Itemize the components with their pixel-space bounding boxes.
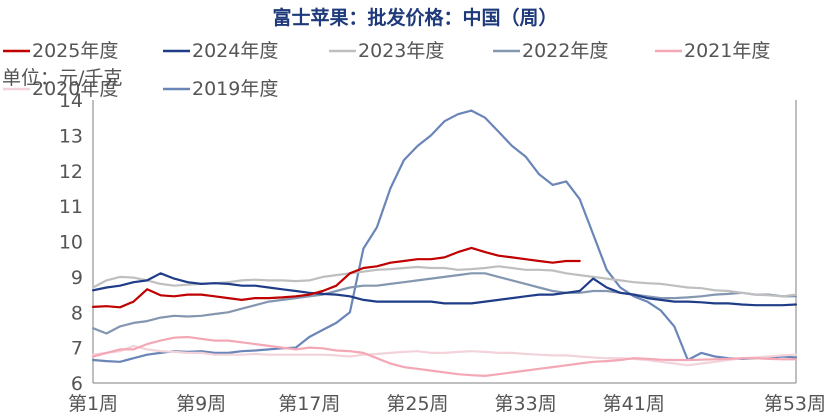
legend-label: 2021年度 xyxy=(684,40,770,62)
y-tick-label: 12 xyxy=(59,161,83,183)
x-tick-label: 第17周 xyxy=(278,393,340,415)
legend-item: 2024年度 xyxy=(163,40,278,62)
series-line xyxy=(91,335,798,377)
legend: 2025年度 2024年度 2023年度 2022年度 2021年度 2020年度 2019… xyxy=(3,40,770,100)
plot-area xyxy=(91,109,798,377)
legend-label: 2020年度 xyxy=(32,78,118,100)
legend-item: 2022年度 xyxy=(493,40,608,62)
x-tick-labels: 第1周 第9周 第17周 第25周 第33周 第41周 第53周 xyxy=(68,393,826,415)
y-tick-label: 10 xyxy=(59,232,83,254)
legend-item: 2020年度 xyxy=(3,78,118,100)
x-tick-label: 第33周 xyxy=(495,393,557,415)
series-line xyxy=(91,344,798,367)
y-tick-label: 6 xyxy=(71,373,83,395)
series-line xyxy=(91,272,798,335)
y-tick-label: 7 xyxy=(71,338,83,360)
y-tick-label: 9 xyxy=(71,267,83,289)
series-line xyxy=(91,265,798,298)
x-tick-label: 第41周 xyxy=(603,393,665,415)
unit-label: 单位：元/千克 xyxy=(2,67,122,89)
x-tick-label: 第9周 xyxy=(176,393,226,415)
legend-item: 2019年度 xyxy=(163,78,278,100)
y-tick-label: 8 xyxy=(71,302,83,324)
legend-item: 2023年度 xyxy=(329,40,444,62)
y-tick-label: 11 xyxy=(59,196,83,218)
series-line xyxy=(91,246,581,309)
legend-label: 2022年度 xyxy=(522,40,608,62)
chart-title: 富士苹果：批发价格：中国（周） xyxy=(272,6,557,29)
legend-item: 2021年度 xyxy=(655,40,770,62)
y-tick-label: 13 xyxy=(59,125,83,147)
legend-item: 2025年度 xyxy=(3,40,118,62)
series-line xyxy=(91,109,798,363)
series-line xyxy=(91,272,798,307)
legend-label: 2023年度 xyxy=(358,40,444,62)
y-tick-label: 14 xyxy=(59,90,83,112)
y-tick-labels: 6 7 8 9 10 11 12 13 14 xyxy=(59,90,83,395)
x-tick-label: 第1周 xyxy=(68,393,118,415)
legend-label: 2025年度 xyxy=(32,40,118,62)
legend-label: 2019年度 xyxy=(192,78,278,100)
axes xyxy=(92,100,797,384)
legend-label: 2024年度 xyxy=(192,40,278,62)
x-tick-label: 第25周 xyxy=(386,393,448,415)
x-tick-label: 第53周 xyxy=(764,393,826,415)
